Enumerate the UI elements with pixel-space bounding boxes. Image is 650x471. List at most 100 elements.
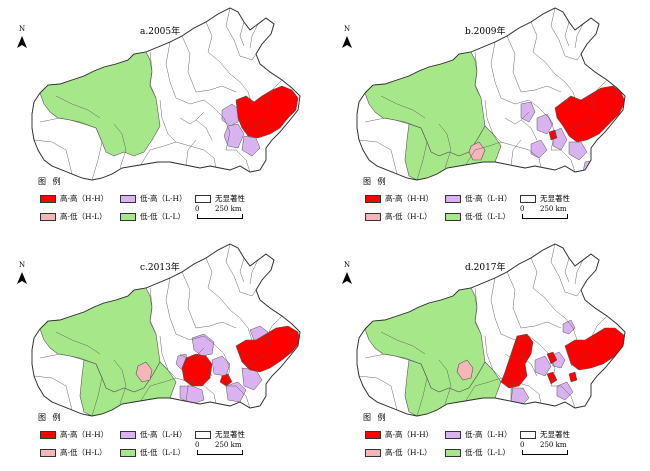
county-boundary	[181, 271, 197, 329]
county-boundary	[564, 289, 582, 297]
legend-label-hh: 高-高（H-H）	[60, 430, 109, 439]
county-boundary	[554, 73, 578, 105]
county-boundary	[570, 117, 592, 131]
legend-swatch-hl	[40, 448, 56, 457]
county-boundary	[550, 244, 566, 293]
county-boundary	[530, 21, 556, 75]
county-boundary	[181, 35, 197, 93]
high-high-unit	[219, 373, 233, 387]
county-boundary	[249, 23, 259, 49]
county-boundary	[474, 51, 482, 99]
low-high-unit	[221, 103, 241, 127]
legend-swatch-hl	[365, 448, 381, 457]
legend-label-lh: 低-高（L-H）	[465, 430, 512, 439]
legend-item-ns: 无显著性	[195, 193, 245, 204]
legend-item-ll: 低-低（L-L）	[445, 211, 510, 222]
county-boundary	[510, 139, 522, 167]
high-low-unit	[456, 359, 474, 381]
county-boundary	[380, 331, 426, 355]
low-high-unit	[536, 113, 554, 135]
county-boundary	[249, 259, 259, 285]
legend-swatch-hl	[40, 212, 56, 221]
county-boundary	[504, 111, 530, 125]
legend-swatch-ns	[195, 194, 211, 203]
county-boundary	[195, 355, 213, 377]
scale-zero: 0	[195, 441, 200, 449]
legend-label-ns: 无显著性	[215, 194, 245, 203]
county-boundary	[229, 73, 253, 105]
map-title: b.2009年	[465, 27, 506, 37]
county-boundary	[175, 97, 215, 109]
county-boundary	[490, 41, 502, 99]
legend-swatch-hl	[365, 212, 381, 221]
low-high-unit	[530, 139, 548, 159]
legend-swatch-hh	[40, 430, 56, 439]
county-boundary	[506, 35, 522, 93]
map-title: a.2005年	[140, 27, 181, 37]
county-boundary	[185, 139, 197, 167]
legend-label-hh: 高-高（H-H）	[385, 194, 434, 203]
county-boundary	[165, 41, 177, 99]
legend-item-hh: 高-高（H-H）	[40, 193, 108, 204]
legend-title: 图 例	[38, 177, 63, 186]
county-boundary	[520, 321, 562, 329]
county-boundary	[474, 287, 482, 335]
low-high-unit	[241, 135, 261, 157]
legend-item-ns: 无显著性	[195, 429, 245, 440]
county-boundary	[179, 347, 205, 361]
county-boundary	[574, 23, 584, 49]
scale-zero: 0	[195, 205, 200, 213]
region-map-2017	[342, 243, 626, 417]
legend-item-hl: 高-低（H-L）	[40, 211, 107, 222]
legend-item-hh: 高-高（H-H）	[40, 429, 108, 440]
county-boundary	[33, 375, 73, 411]
legend-item-ll: 低-低（L-L）	[120, 211, 185, 222]
low-high-unit	[520, 101, 536, 123]
county-boundary	[550, 8, 566, 57]
county-boundary	[55, 331, 101, 355]
county-boundary	[113, 123, 127, 169]
county-boundary	[564, 21, 570, 47]
legend-label-hl: 高-低（H-L）	[385, 448, 432, 457]
low-high-unit	[211, 355, 231, 377]
low-high-unit	[568, 141, 588, 161]
legend-item-hl: 高-低（H-L）	[365, 447, 432, 458]
legend-item-ll: 低-低（L-L）	[445, 447, 510, 458]
county-boundary	[245, 117, 267, 131]
county-boundary	[551, 149, 576, 173]
county-boundary	[226, 385, 251, 409]
county-boundary	[175, 333, 215, 345]
county-boundary	[239, 257, 245, 283]
high-high-cluster	[554, 85, 625, 143]
county-boundary	[500, 377, 542, 405]
legend-label-hl: 高-低（H-L）	[385, 212, 432, 221]
county-boundary	[438, 359, 452, 405]
county-boundary	[500, 333, 540, 345]
county-boundary	[564, 257, 570, 283]
legend-item-hl: 高-低（H-L）	[365, 211, 432, 222]
county-boundary	[590, 79, 608, 113]
county-boundary	[239, 289, 257, 297]
county-boundary	[510, 375, 522, 403]
legend-item-ns: 无显著性	[520, 193, 570, 204]
county-boundary	[551, 385, 576, 409]
study-area-border	[356, 243, 626, 417]
county-boundary	[165, 277, 177, 335]
legend-label-lh: 低-高（L-H）	[465, 194, 512, 203]
county-boundary	[500, 97, 540, 109]
low-high-unit	[534, 355, 552, 377]
legend-label-hh: 高-高（H-H）	[385, 430, 434, 439]
north-label: N	[18, 25, 26, 33]
legend-swatch-hh	[365, 194, 381, 203]
county-boundary	[149, 51, 157, 99]
county-boundary	[205, 21, 231, 75]
county-boundary	[39, 117, 103, 180]
county-boundary	[364, 117, 428, 180]
scale-bar	[522, 214, 568, 219]
study-area-border	[356, 7, 626, 181]
county-boundary	[265, 79, 283, 113]
legend-label-ll: 低-低（L-L）	[140, 212, 186, 221]
map-title: c.2013年	[140, 263, 180, 273]
north-label: N	[343, 261, 351, 269]
low-high-unit	[225, 381, 247, 403]
